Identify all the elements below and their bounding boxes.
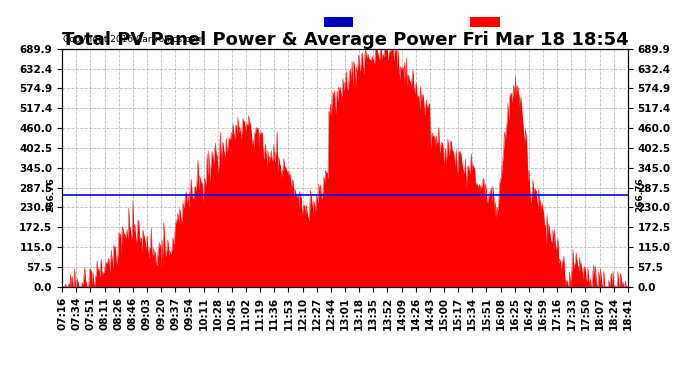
Legend: Average  (DC Watts), PV Panels  (DC Watts): Average (DC Watts), PV Panels (DC Watts) xyxy=(324,17,623,27)
Text: 266.76: 266.76 xyxy=(635,177,644,212)
Title: Total PV Panel Power & Average Power Fri Mar 18 18:54: Total PV Panel Power & Average Power Fri… xyxy=(61,31,629,49)
Text: Copyright 2016 Cartronics.com: Copyright 2016 Cartronics.com xyxy=(63,35,204,44)
Text: 266.76: 266.76 xyxy=(46,177,55,212)
